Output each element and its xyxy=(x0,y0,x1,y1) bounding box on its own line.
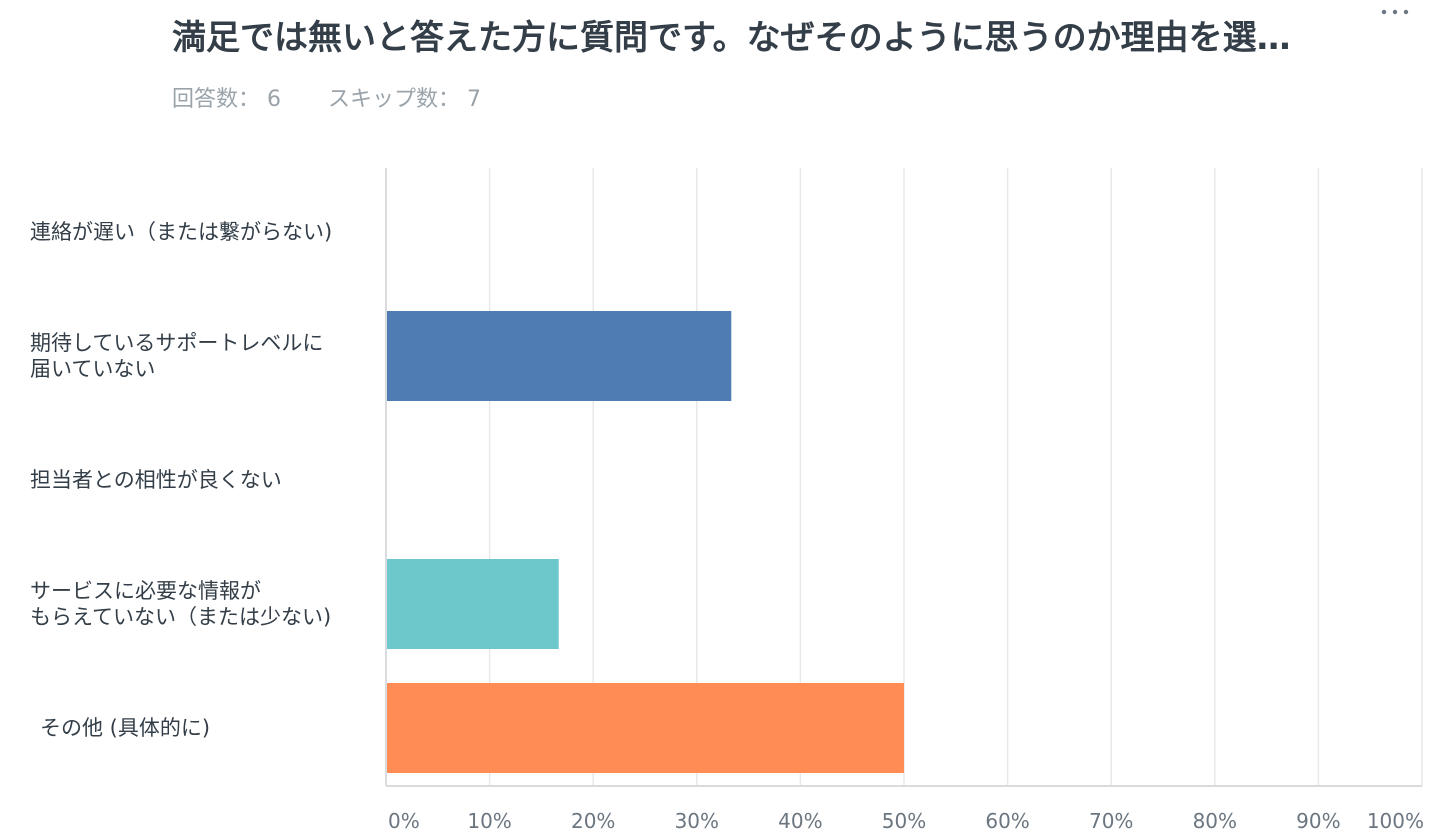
category-label: 連絡が遅い（または繋がらない) xyxy=(30,220,332,244)
more-icon[interactable] xyxy=(1378,2,1412,22)
category-label: もらえていない（または少ない) xyxy=(30,605,331,629)
x-tick-label: 70% xyxy=(1089,809,1133,833)
bar[interactable] xyxy=(387,683,904,773)
bar[interactable] xyxy=(387,311,732,401)
category-label: サービスに必要な情報が xyxy=(30,579,261,603)
x-tick-label: 0% xyxy=(388,809,420,833)
bar[interactable] xyxy=(387,559,559,649)
x-tick-label: 20% xyxy=(571,809,615,833)
x-tick-label: 80% xyxy=(1193,809,1237,833)
skipped-label: スキップ数： xyxy=(328,87,461,112)
category-label: 担当者との相性が良くない xyxy=(30,468,282,492)
bar-chart: 0% 10% 20% 30% 40% 50% 60% 70% 80% 90% 100% 連絡が遅い（ま… xyxy=(30,168,1424,833)
category-label: その他 (具体的に) xyxy=(40,716,210,740)
question-title: 満足では無いと答えた方に質問です。なぜそのように思うのか理由を選… xyxy=(172,18,1291,58)
skipped-value: 7 xyxy=(467,87,482,112)
category-label: 期待しているサポートレベルに xyxy=(30,331,323,355)
x-tick-label: 90% xyxy=(1296,809,1340,833)
x-tick-label: 100% xyxy=(1367,809,1424,833)
x-tick-label: 50% xyxy=(882,809,926,833)
x-tick-label: 10% xyxy=(467,809,511,833)
answered-label: 回答数： xyxy=(172,87,261,112)
x-tick-label: 30% xyxy=(675,809,719,833)
response-stats: 回答数： 6 スキップ数： 7 xyxy=(172,84,521,116)
x-tick-label: 60% xyxy=(985,809,1029,833)
skipped-count: スキップ数： 7 xyxy=(328,87,481,112)
x-tick-label: 40% xyxy=(778,809,822,833)
answered-value: 6 xyxy=(267,87,282,112)
category-label: 届いていない xyxy=(30,357,155,381)
answered-count: 回答数： 6 xyxy=(172,87,288,112)
